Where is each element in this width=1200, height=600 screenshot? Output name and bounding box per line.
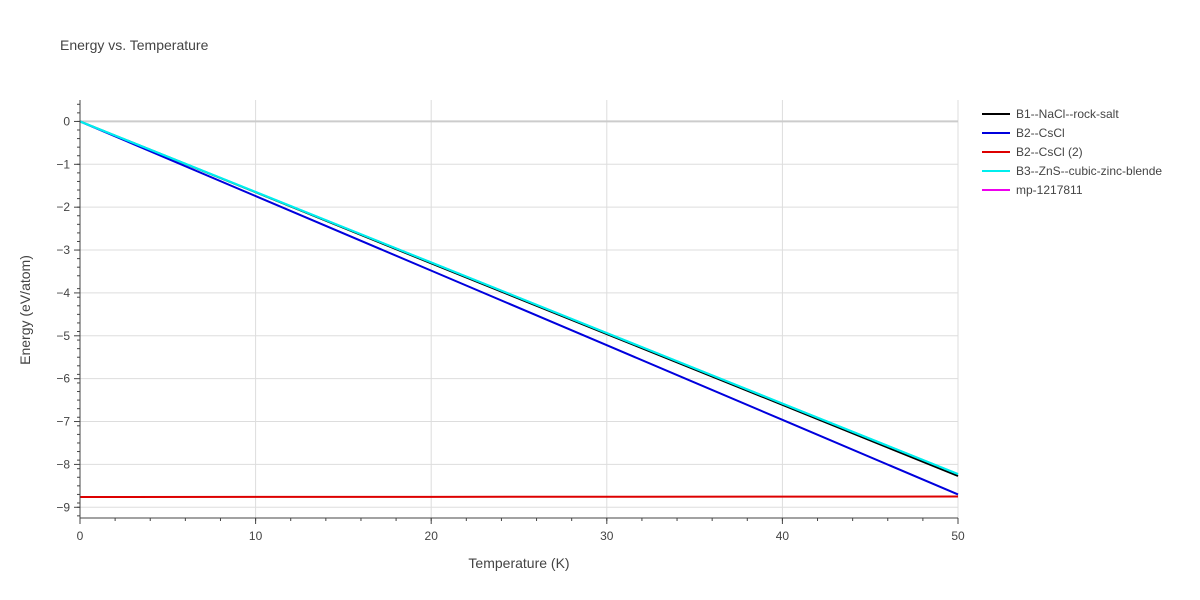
y-tick-label: −6 — [56, 372, 70, 386]
grid-layer — [80, 100, 959, 518]
x-tick-label: 30 — [600, 529, 614, 543]
y-tick-label: −2 — [56, 200, 70, 214]
legend-label: B1--NaCl--rock-salt — [1016, 107, 1119, 121]
legend-label: mp-1217811 — [1016, 183, 1083, 197]
y-axis-title: Energy (eV/atom) — [17, 255, 33, 365]
legend-label: B2--CsCl — [1016, 126, 1065, 140]
tick-label-layer: 0 −1 −2 −3 −4 −5 −6 −7 −8 −9 0 10 20 30 40 50 — [56, 114, 965, 543]
legend-item[interactable]: B2--CsCl (2) — [982, 145, 1083, 159]
x-tick-label: 0 — [77, 529, 84, 543]
legend-item[interactable]: B2--CsCl — [982, 126, 1065, 140]
legend: B1--NaCl--rock-salt B2--CsCl B2--CsCl (2) B… — [982, 107, 1162, 197]
y-tick-label: −8 — [56, 457, 70, 471]
y-tick-label: −5 — [56, 329, 70, 343]
y-tick-label: −4 — [56, 286, 70, 300]
chart-title: Energy vs. Temperature — [60, 37, 209, 53]
y-tick-label: −9 — [56, 500, 70, 514]
legend-item[interactable]: B1--NaCl--rock-salt — [982, 107, 1119, 121]
legend-label: B2--CsCl (2) — [1016, 145, 1083, 159]
series-line-overlay — [79, 120, 959, 475]
y-tick-label: −3 — [56, 243, 70, 257]
x-tick-label: 50 — [951, 529, 965, 543]
legend-label: B3--ZnS--cubic-zinc-blende — [1016, 164, 1162, 178]
y-tick-label: −7 — [56, 415, 70, 429]
y-tick-label: −1 — [56, 157, 70, 171]
x-tick-label: 40 — [776, 529, 790, 543]
y-tick-label: 0 — [63, 114, 70, 128]
x-tick-label: 20 — [425, 529, 439, 543]
series-line-2 — [79, 120, 959, 496]
x-axis-title: Temperature (K) — [468, 555, 569, 571]
axes-layer — [74, 100, 959, 524]
series-layer — [79, 120, 959, 498]
legend-item[interactable]: mp-1217811 — [982, 183, 1083, 197]
legend-item[interactable]: B3--ZnS--cubic-zinc-blende — [982, 164, 1162, 178]
x-tick-label: 10 — [249, 529, 263, 543]
